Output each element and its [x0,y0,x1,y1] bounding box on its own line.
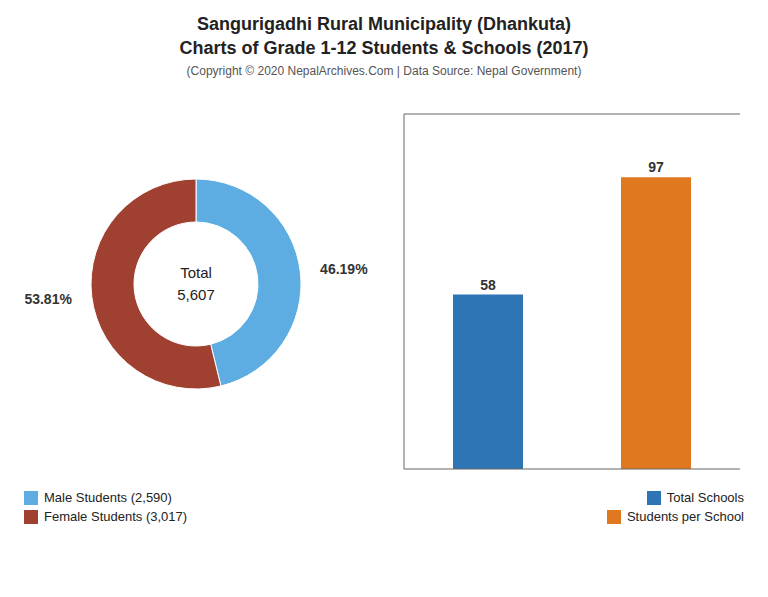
html-text:Charts of Grade 1-12 Students: Charts of Grade 1-12 Students & Schools … [179,38,589,58]
html-text:(Copyright © 2020 NepalArchive: (Copyright © 2020 NepalArchives.Com | Da… [186,64,582,78]
html-text:Total Schools: Total Schools [666,490,744,505]
html-text:Female Students (3,017): Female Students (3,017) [44,509,188,524]
html-text:Students per School: Students per School [626,509,744,524]
svg-text:53.81%: 53.81% [24,291,72,307]
html-text:Male Students (2,590): Male Students (2,590) [44,490,172,505]
svg-text:46.19%: 46.19% [320,261,368,277]
html-text:Total: Total [180,264,212,281]
html-text:Sangurigadhi Rural Municipalit: Sangurigadhi Rural Municipality (Dhankut… [197,14,571,34]
svg-text:97: 97 [648,159,664,175]
svg-text:58: 58 [480,277,496,293]
html-text:5,607: 5,607 [177,286,215,303]
